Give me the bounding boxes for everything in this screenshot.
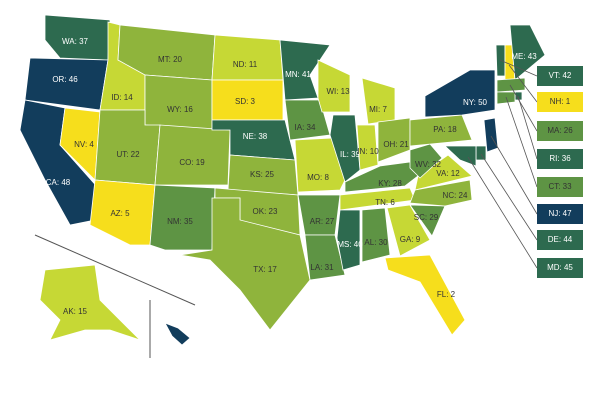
state — [336, 209, 361, 271]
state-label: NH: 1 — [550, 97, 571, 106]
state-label: DE: 44 — [548, 235, 573, 244]
state-label: TN: 6 — [375, 198, 395, 207]
state-label: WV: 32 — [415, 160, 441, 169]
inset-divider — [34, 234, 196, 306]
leader-line — [509, 84, 538, 132]
state-label: RI: 36 — [549, 154, 571, 163]
state — [179, 197, 311, 331]
state-label: HI: 49 — [174, 347, 196, 356]
state-label: NJ: 47 — [548, 209, 572, 218]
state — [424, 69, 496, 118]
state-label: IL: 39 — [340, 150, 361, 159]
state-label: OR: 46 — [52, 75, 78, 84]
state-label: CA: 48 — [46, 178, 71, 187]
state — [294, 137, 346, 193]
state — [154, 124, 231, 186]
state-label: GA: 9 — [400, 235, 421, 244]
leader-line — [467, 156, 538, 269]
state-label: SC: 29 — [414, 213, 439, 222]
state-label: ND: 11 — [233, 60, 258, 69]
state — [409, 179, 473, 207]
state-label: MO: 8 — [307, 173, 329, 182]
state-label: LA: 31 — [310, 263, 334, 272]
state — [409, 114, 473, 147]
state-label: NE: 38 — [243, 132, 268, 141]
label-box — [537, 258, 583, 278]
leader-line — [508, 64, 538, 103]
state-label: MS: 40 — [337, 240, 363, 249]
state — [409, 204, 446, 237]
state-label: KY: 28 — [378, 179, 402, 188]
state-label: OH: 21 — [383, 140, 409, 149]
leader-line — [505, 96, 538, 188]
state — [496, 77, 526, 93]
state-label: KS: 25 — [250, 170, 275, 179]
state-label: FL: 2 — [437, 290, 456, 299]
state-label: MD: 45 — [547, 263, 573, 272]
state — [509, 24, 546, 81]
state-label: NC: 24 — [443, 191, 468, 200]
leader-line — [490, 135, 538, 215]
state — [279, 39, 331, 101]
state-label: VT: 42 — [549, 71, 572, 80]
state-label: WA: 37 — [62, 37, 88, 46]
state-label: MA: 26 — [547, 126, 573, 135]
leader-line — [499, 59, 538, 77]
state — [144, 74, 213, 131]
state — [409, 143, 443, 179]
state — [149, 184, 216, 251]
state-label: SD: 3 — [235, 97, 256, 106]
state-label: WI: 13 — [326, 87, 350, 96]
state-label: NV: 4 — [74, 140, 94, 149]
state-label: ME: 43 — [511, 52, 537, 61]
label-box — [537, 121, 583, 141]
state-label: ID: 14 — [111, 93, 133, 102]
state-label: AR: 27 — [310, 217, 335, 226]
state — [384, 254, 466, 336]
state-label: PA: 18 — [433, 125, 457, 134]
state-label: IN: 10 — [357, 147, 379, 156]
state — [317, 59, 351, 113]
state-label: MN: 41 — [285, 70, 311, 79]
state-label: AL: 30 — [364, 238, 388, 247]
state-label: IA: 34 — [295, 123, 316, 132]
state-label: WY: 16 — [167, 105, 193, 114]
label-box — [537, 204, 583, 224]
state — [211, 34, 284, 81]
state — [386, 204, 431, 257]
state-label: NM: 35 — [167, 217, 193, 226]
state-label: MI: 7 — [369, 105, 387, 114]
state-label: AK: 15 — [63, 307, 88, 316]
label-box — [537, 177, 583, 197]
state-label: CT: 33 — [548, 182, 572, 191]
state — [304, 234, 346, 281]
state — [89, 179, 156, 246]
state — [164, 322, 191, 346]
state-label: VA: 12 — [436, 169, 460, 178]
state-label: NY: 50 — [463, 98, 488, 107]
label-box — [537, 230, 583, 250]
state-label: TX: 17 — [253, 265, 277, 274]
state — [361, 77, 396, 125]
state — [443, 145, 477, 167]
state-label: AZ: 5 — [110, 209, 130, 218]
state-label: OK: 23 — [253, 207, 278, 216]
label-box — [537, 92, 583, 112]
state-label: MT: 20 — [158, 55, 183, 64]
leader-line — [480, 153, 538, 241]
state — [39, 264, 141, 341]
state-label: CO: 19 — [179, 158, 205, 167]
leader-line — [517, 95, 538, 160]
state-label: UT: 22 — [116, 150, 140, 159]
state — [329, 114, 361, 183]
label-box — [537, 149, 583, 169]
state — [297, 194, 341, 236]
state — [475, 145, 487, 161]
state — [361, 207, 391, 263]
state — [356, 124, 379, 171]
label-box — [537, 66, 583, 86]
